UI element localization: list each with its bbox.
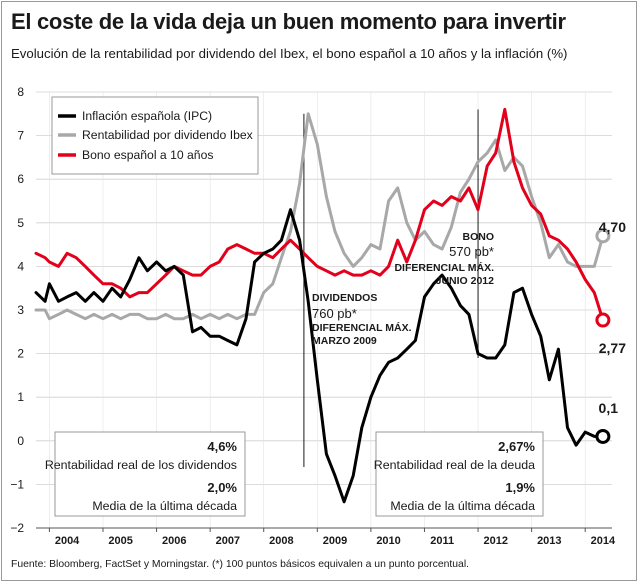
x-tick-label-9: 2013 bbox=[537, 535, 561, 547]
endpoint-bond bbox=[595, 312, 611, 328]
x-tick-label-1: 2005 bbox=[108, 535, 132, 547]
legend-label-dividend: Rentabilidad por dividendo Ibex bbox=[82, 128, 253, 142]
x-tick-label-5: 2009 bbox=[323, 535, 347, 547]
x-tick-label-10: 2014 bbox=[591, 535, 616, 547]
annotation-bond: BONO 570 pb* DIFERENCIAL MÁX. JUNIO 2012 bbox=[394, 231, 494, 287]
x-tick-label-7: 2011 bbox=[430, 535, 454, 547]
endpoint-inflation bbox=[595, 428, 611, 444]
y-tick-label-6: 4 bbox=[17, 259, 24, 273]
endpoint-dividend bbox=[595, 228, 611, 244]
annotation-lines bbox=[303, 109, 479, 467]
series-endpoints bbox=[595, 228, 611, 444]
series-line-inflation bbox=[34, 208, 605, 504]
x-tick-label-4: 2008 bbox=[269, 535, 293, 547]
x-tick-label-2: 2006 bbox=[162, 535, 186, 547]
legend-label-bond: Bono español a 10 años bbox=[82, 148, 213, 162]
annotation-bond-heading: BONO bbox=[463, 231, 495, 243]
info-box-bond-value2: 1,9% bbox=[505, 480, 535, 495]
info-box-dividends-label1: Rentabilidad real de los dividendos bbox=[45, 458, 237, 472]
y-tick-label-10: 8 bbox=[17, 85, 24, 99]
annotation-dividends: DIVIDENDOS 760 pb* DIFERENCIAL MÁX. MARZ… bbox=[312, 292, 412, 347]
info-box-bond-label1: Rentabilidad real de la deuda bbox=[374, 458, 535, 472]
series-layer bbox=[34, 107, 605, 504]
info-box-dividends-label2: Media de la última década bbox=[92, 499, 237, 513]
x-tick-label-0: 2004 bbox=[55, 535, 80, 547]
legend-label-inflation: Inflación española (IPC) bbox=[82, 109, 212, 123]
y-tick-label-0: −2 bbox=[10, 521, 24, 535]
y-tick-label-2: 0 bbox=[17, 434, 24, 448]
info-box-bond: 2,67% Rentabilidad real de la deuda 1,9%… bbox=[374, 431, 544, 517]
annotation-dividends-heading: DIVIDENDOS bbox=[312, 292, 377, 304]
y-tick-label-9: 7 bbox=[17, 129, 24, 143]
chart-subtitle: Evolución de la rentabilidad por dividen… bbox=[11, 46, 568, 61]
y-tick-label-5: 3 bbox=[17, 303, 24, 317]
y-tick-label-4: 2 bbox=[17, 347, 24, 361]
grid-lines bbox=[36, 91, 612, 529]
y-tick-label-1: −1 bbox=[10, 477, 24, 491]
annotation-bond-note1: DIFERENCIAL MÁX. bbox=[394, 261, 494, 274]
annotation-dividends-note2: MARZO 2009 bbox=[312, 335, 377, 347]
series-line-dividend bbox=[34, 112, 605, 321]
x-tick-label-6: 2010 bbox=[376, 535, 400, 547]
x-axis-ticks: 2004 2005 2006 2007 2008 2009 2010 2011 2012 2013… bbox=[48, 528, 616, 547]
y-axis-ticks: −2 −1 0 1 2 3 4 5 6 7 8 bbox=[10, 85, 24, 535]
legend: Inflación española (IPC) Rentabilidad po… bbox=[51, 96, 259, 175]
info-box-dividends-bg bbox=[54, 431, 246, 517]
y-tick-label-8: 6 bbox=[17, 172, 24, 186]
annotation-bond-note2: JUNIO 2012 bbox=[436, 275, 495, 287]
y-tick-label-7: 5 bbox=[17, 216, 24, 230]
legend-box bbox=[51, 96, 259, 175]
end-label-bond: 2,77 bbox=[599, 340, 626, 356]
end-label-inflation: 0,1 bbox=[599, 400, 619, 416]
info-box-bond-label2: Media de la última década bbox=[390, 499, 535, 513]
info-box-dividends-value2: 2,0% bbox=[207, 480, 237, 495]
end-label-dividend: 4,70 bbox=[599, 219, 626, 235]
annotation-bond-value: 570 pb* bbox=[449, 244, 494, 259]
x-tick-label-8: 2012 bbox=[483, 535, 507, 547]
annotation-dividends-note1: DIFERENCIAL MÁX. bbox=[312, 321, 412, 334]
info-box-bond-bg bbox=[375, 431, 544, 517]
x-tick-label-3: 2007 bbox=[216, 535, 240, 547]
info-box-dividends: 4,6% Rentabilidad real de los dividendos… bbox=[45, 431, 246, 517]
info-box-dividends-value1: 4,6% bbox=[207, 439, 237, 454]
series-line-bond bbox=[34, 107, 605, 322]
y-tick-label-3: 1 bbox=[17, 390, 24, 404]
info-box-bond-value1: 2,67% bbox=[498, 439, 535, 454]
source-note: Fuente: Bloomberg, FactSet y Morningstar… bbox=[11, 559, 470, 570]
chart-title: El coste de la vida deja un buen momento… bbox=[11, 9, 566, 34]
annotation-dividends-value: 760 pb* bbox=[312, 306, 357, 321]
